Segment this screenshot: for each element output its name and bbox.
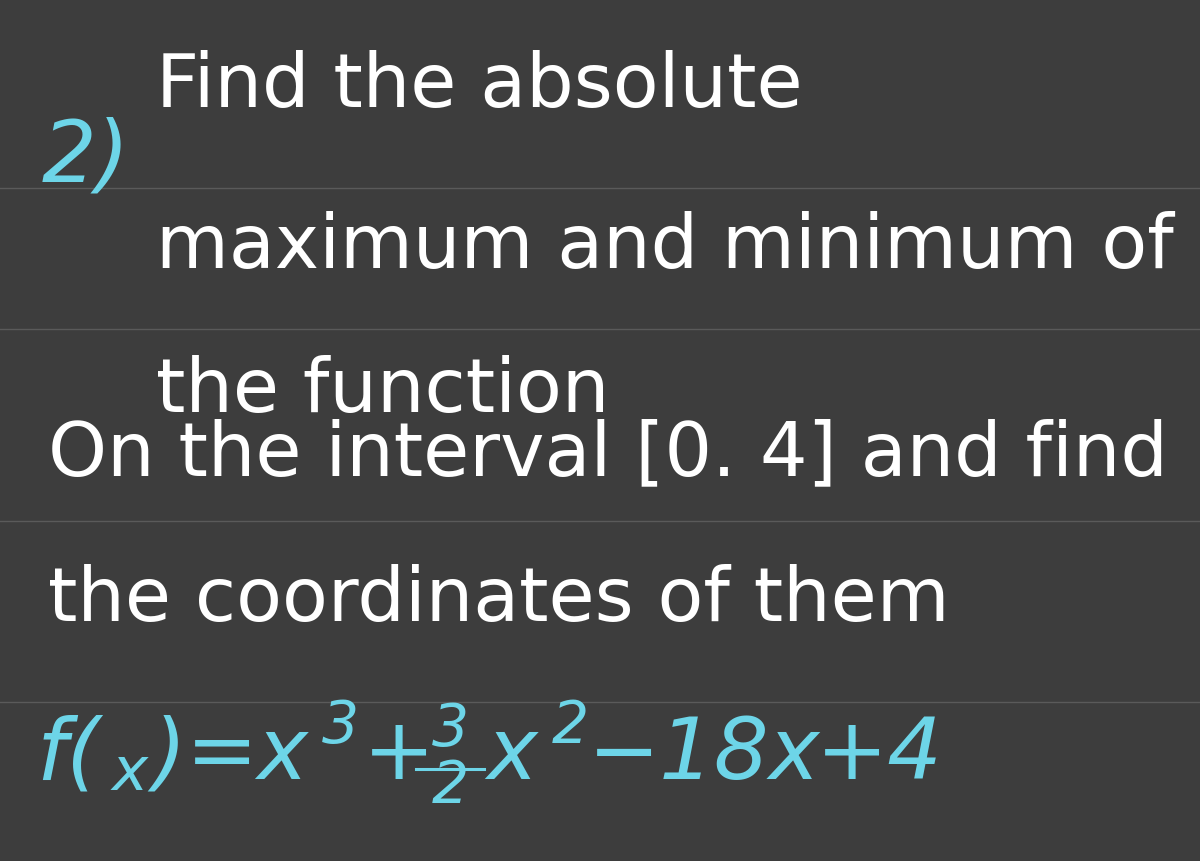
Text: −18x: −18x: [588, 715, 821, 797]
Text: maximum and minimum of: maximum and minimum of: [156, 211, 1174, 283]
Text: Find the absolute: Find the absolute: [156, 50, 803, 122]
Text: the coordinates of them: the coordinates of them: [48, 565, 949, 637]
Text: +: +: [362, 715, 434, 797]
Text: On the interval [0. 4] and find: On the interval [0. 4] and find: [48, 418, 1168, 491]
Text: 2: 2: [432, 759, 468, 815]
Text: 3: 3: [322, 698, 359, 755]
Text: x: x: [486, 715, 538, 797]
Text: f(: f(: [36, 715, 100, 797]
Text: 2: 2: [552, 698, 589, 755]
Text: 3: 3: [432, 702, 468, 759]
Text: =x: =x: [186, 715, 310, 797]
Text: 2): 2): [42, 116, 131, 199]
Text: x: x: [112, 744, 148, 802]
Text: +4: +4: [816, 715, 943, 797]
Text: the function: the function: [156, 356, 610, 428]
Text: ): ): [152, 715, 186, 797]
